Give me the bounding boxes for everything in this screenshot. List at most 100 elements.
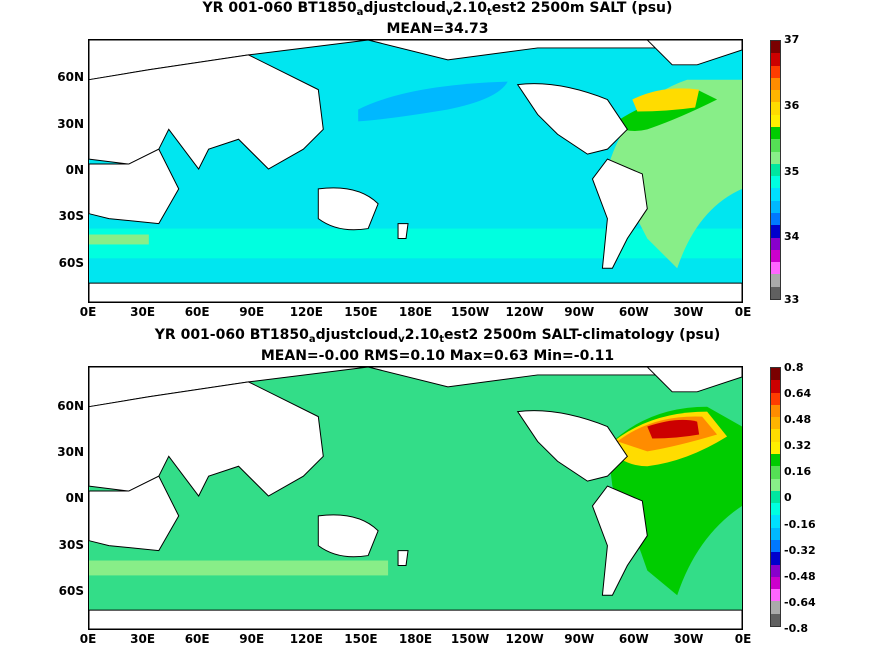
bottom-cb-label-2: 0.48 — [784, 413, 812, 426]
bottom-lon-label: 120W — [505, 632, 544, 646]
bottom-cb-label-10: -0.8 — [784, 622, 809, 635]
bottom-colorbar-swatch — [771, 539, 780, 553]
bottom-lat-30n: 30N — [57, 445, 84, 459]
top-lat-60s: 60S — [58, 256, 84, 270]
top-colorbar-swatch — [771, 41, 780, 54]
bottom-colorbar-swatch — [771, 601, 780, 614]
top-colorbar-swatch — [771, 163, 780, 177]
bottom-lon-label: 30E — [130, 632, 156, 646]
top-colorbar-swatch — [771, 262, 780, 275]
bottom-lon-label: 90W — [564, 632, 595, 646]
bottom-colorbar-swatch — [771, 613, 780, 626]
top-cb-label-36: 36 — [784, 99, 800, 112]
top-lon-label: 180E — [398, 305, 433, 319]
top-map-panel — [88, 39, 743, 303]
top-colorbar-swatch — [771, 90, 780, 103]
top-lat-60n: 60N — [57, 70, 84, 84]
bottom-cb-label-0: 0.8 — [784, 361, 804, 374]
top-cb-label-33: 33 — [784, 293, 800, 306]
bottom-cb-label-3: 0.32 — [784, 439, 812, 452]
bottom-cb-label-5: 0 — [784, 491, 792, 504]
bottom-colorbar-swatch — [771, 503, 780, 516]
bottom-title: YR 001-060 BT1850adjustcloudv2.10test2 2… — [154, 327, 721, 345]
top-lon-label: 0E — [734, 305, 752, 319]
bottom-lon-label: 120E — [289, 632, 323, 646]
top-lon-label: 120W — [505, 305, 544, 319]
top-title: YR 001-060 BT1850adjustcloudv2.10test2 2… — [202, 0, 673, 18]
bottom-lon-label: 150E — [344, 632, 378, 646]
bottom-cb-label-6: -0.16 — [784, 518, 816, 531]
bottom-lat-30s: 30S — [58, 538, 84, 552]
top-colorbar-swatch — [771, 126, 780, 140]
top-cb-label-34: 34 — [784, 230, 800, 243]
top-salinity-map — [89, 40, 742, 302]
top-cb-label-35: 35 — [784, 165, 800, 178]
top-stats: MEAN=34.73 — [386, 21, 489, 37]
top-lat-0n: 0N — [65, 163, 84, 177]
top-colorbar-swatch — [771, 286, 780, 299]
bottom-stats: MEAN=-0.00 RMS=0.10 Max=0.63 Min=-0.11 — [260, 348, 615, 364]
top-colorbar-swatch — [771, 77, 780, 91]
top-colorbar-swatch — [771, 200, 780, 213]
bottom-colorbar-swatch — [771, 441, 780, 454]
bottom-cb-label-7: -0.32 — [784, 544, 816, 557]
bottom-colorbar — [770, 367, 781, 627]
bottom-colorbar-swatch — [771, 515, 780, 528]
bottom-colorbar-swatch — [771, 404, 780, 418]
top-lon-label: 90E — [239, 305, 265, 319]
top-lon-label: 150W — [450, 305, 490, 319]
bottom-colorbar-swatch — [771, 429, 780, 442]
bottom-colorbar-swatch — [771, 576, 780, 590]
top-colorbar — [770, 40, 781, 300]
top-colorbar-swatch — [771, 114, 780, 127]
top-lon-label: 60E — [184, 305, 210, 319]
bottom-lat-60n: 60N — [57, 399, 84, 413]
bottom-cb-label-1: 0.64 — [784, 387, 812, 400]
bottom-colorbar-swatch — [771, 552, 780, 565]
top-lon-label: 150E — [344, 305, 378, 319]
bottom-colorbar-swatch — [771, 453, 780, 467]
bottom-lon-label: 90E — [239, 632, 265, 646]
top-lon-label: 60W — [618, 305, 649, 319]
top-colorbar-swatch — [771, 65, 780, 78]
bottom-colorbar-swatch — [771, 392, 780, 405]
top-colorbar-swatch — [771, 212, 780, 226]
bottom-lat-0n: 0N — [65, 491, 84, 505]
bottom-lon-label: 0E — [734, 632, 752, 646]
bottom-lon-label: 180E — [398, 632, 433, 646]
top-cb-label-37: 37 — [784, 33, 800, 46]
top-colorbar-swatch — [771, 274, 780, 287]
bottom-colorbar-swatch — [771, 564, 780, 577]
top-colorbar-swatch — [771, 225, 780, 238]
bottom-cb-label-9: -0.64 — [784, 596, 816, 609]
bottom-lon-label: 30W — [673, 632, 704, 646]
top-lon-label: 30W — [673, 305, 704, 319]
top-colorbar-swatch — [771, 237, 780, 250]
bottom-colorbar-swatch — [771, 417, 780, 430]
top-colorbar-swatch — [771, 102, 780, 115]
top-colorbar-swatch — [771, 176, 780, 189]
bottom-colorbar-swatch — [771, 368, 780, 381]
top-lat-30n: 30N — [57, 117, 84, 131]
top-colorbar-swatch — [771, 188, 780, 201]
top-lon-label: 90W — [564, 305, 595, 319]
top-lon-label: 0E — [79, 305, 97, 319]
bottom-colorbar-swatch — [771, 589, 780, 602]
bottom-colorbar-swatch — [771, 527, 780, 540]
top-lon-label: 120E — [289, 305, 323, 319]
bottom-cb-label-4: 0.16 — [784, 465, 812, 478]
top-colorbar-swatch — [771, 151, 780, 164]
bottom-lon-label: 60W — [618, 632, 649, 646]
top-colorbar-swatch — [771, 249, 780, 263]
bottom-lon-label: 0E — [79, 632, 97, 646]
bottom-colorbar-swatch — [771, 490, 780, 504]
bottom-colorbar-swatch — [771, 478, 780, 491]
top-colorbar-swatch — [771, 53, 780, 66]
top-colorbar-swatch — [771, 139, 780, 152]
bottom-lon-label: 150W — [450, 632, 490, 646]
bottom-lat-60s: 60S — [58, 584, 84, 598]
bottom-anomaly-map — [89, 367, 742, 629]
bottom-colorbar-swatch — [771, 466, 780, 479]
bottom-lon-label: 60E — [184, 632, 210, 646]
bottom-colorbar-swatch — [771, 380, 780, 393]
